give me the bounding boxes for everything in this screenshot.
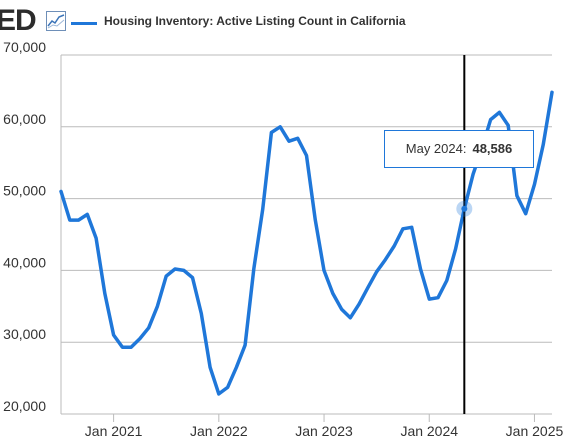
fred-logo[interactable]: ED <box>0 4 37 37</box>
grid-lines <box>60 54 552 415</box>
chart-header: ED Housing Inventory: Active Listing Cou… <box>0 0 563 40</box>
series-group <box>59 90 554 396</box>
tooltip: May 2024: 48,586 <box>384 130 534 168</box>
x-tick-label: Jan 2024 <box>400 423 458 439</box>
legend-swatch <box>71 22 97 25</box>
y-tick-label: 50,000 <box>3 183 46 199</box>
x-tick-label: Jan 2022 <box>190 423 248 439</box>
hover-layer <box>456 55 473 414</box>
series-line[interactable] <box>59 90 554 396</box>
y-tick-label: 30,000 <box>3 326 46 342</box>
sparkline-icon[interactable] <box>46 11 66 31</box>
y-tick-label: 40,000 <box>3 254 46 270</box>
x-tick-label: Jan 2021 <box>85 423 143 439</box>
tooltip-value: 48,586 <box>472 141 513 156</box>
y-tick-label: 20,000 <box>3 398 46 414</box>
y-tick-label: 60,000 <box>3 111 46 127</box>
y-tick-label: 70,000 <box>3 39 46 55</box>
tooltip-label: May 2024: <box>405 141 467 156</box>
legend-label: Housing Inventory: Active Listing Count … <box>104 14 406 28</box>
y-axis-ticks: 20,000 30,000 40,000 50,000 60,000 70,000 <box>3 39 46 414</box>
x-axis-ticks: Jan 2021 Jan 2022 Jan 2023 Jan 2024 Jan 2025 <box>85 414 563 439</box>
x-tick-label: Jan 2025 <box>506 423 563 439</box>
x-tick-label: Jan 2023 <box>295 423 353 439</box>
hover-point <box>461 205 468 212</box>
